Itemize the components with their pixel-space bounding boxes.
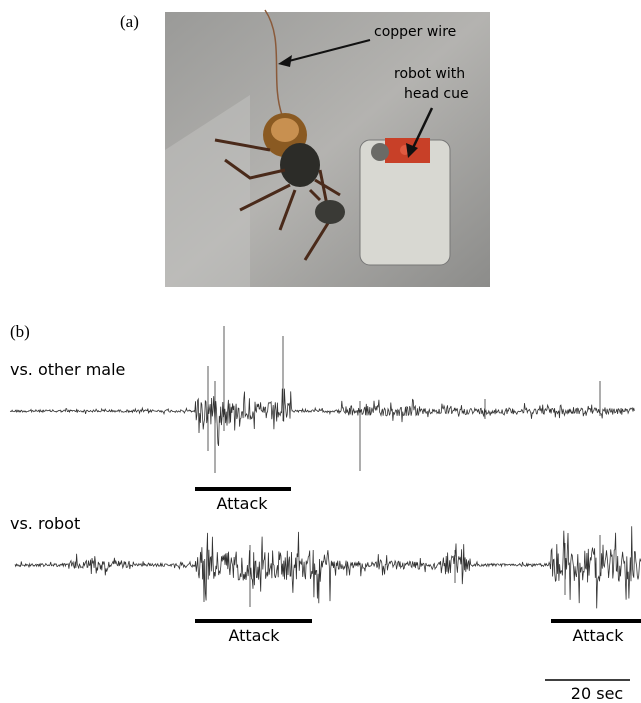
trace-label: vs. other male [10,360,125,379]
annotation: head cue [404,86,469,102]
event-label: Attack [216,494,268,513]
trace [15,526,641,608]
figure: (a) [0,0,641,703]
annotation: robot with [394,66,465,82]
photo [165,10,490,287]
scale-label: 20 sec [571,684,623,703]
event-label: Attack [572,626,624,645]
annotation: copper wire [374,24,456,40]
event-label: Attack [228,626,280,645]
panel-label: (b) [10,322,30,341]
panel-label: (a) [120,12,139,31]
trace-label: vs. robot [10,514,80,533]
trace [10,326,634,473]
